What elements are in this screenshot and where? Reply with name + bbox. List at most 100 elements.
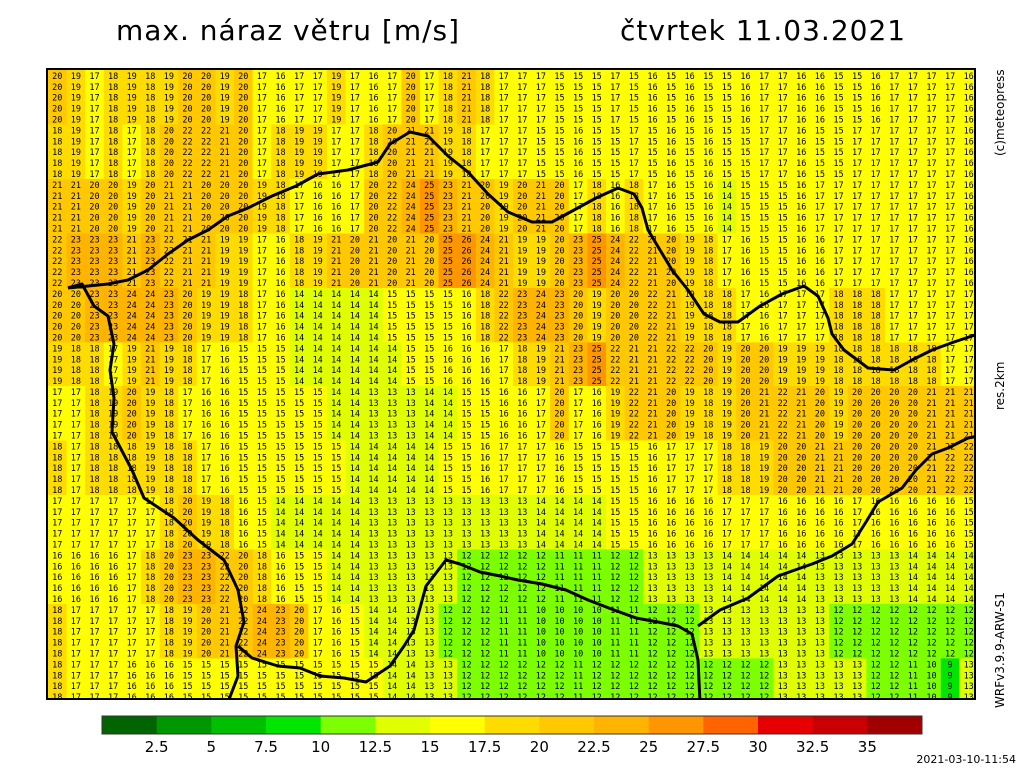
heatmap-cell — [568, 244, 588, 256]
heatmap-value-label: 14 — [331, 355, 341, 365]
heatmap-cell — [494, 70, 514, 82]
heatmap-value-label: 19 — [52, 377, 62, 387]
heatmap-cell — [754, 135, 774, 147]
heatmap-value-label: 17 — [852, 497, 862, 507]
heatmap-value-label: 25 — [592, 279, 602, 289]
heatmap-cell — [643, 135, 663, 147]
heatmap-value-label: 21 — [406, 257, 416, 267]
heatmap-cell — [252, 135, 272, 147]
heatmap-value-label: 17 — [778, 170, 788, 180]
heatmap-value-label: 19 — [517, 268, 527, 278]
heatmap-cell — [885, 91, 905, 104]
heatmap-value-label: 14 — [331, 377, 341, 387]
heatmap-value-label: 17 — [740, 508, 750, 518]
heatmap-value-label: 16 — [610, 192, 620, 202]
heatmap-value-label: 17 — [852, 170, 862, 180]
heatmap-cell — [959, 135, 974, 147]
heatmap-value-label: 19 — [313, 148, 323, 158]
heatmap-value-label: 13 — [387, 497, 397, 507]
heatmap-cell — [829, 168, 849, 180]
heatmap-value-label: 15 — [257, 453, 267, 463]
heatmap-value-label: 17 — [257, 323, 267, 333]
heatmap-value-label: 22 — [387, 203, 397, 213]
heatmap-value-label: 16 — [592, 421, 602, 431]
heatmap-value-label: 20 — [238, 105, 248, 115]
heatmap-value-label: 14 — [294, 508, 304, 518]
heatmap-value-label: 17 — [127, 508, 137, 518]
heatmap-value-label: 20 — [201, 181, 211, 191]
heatmap-value-label: 21 — [926, 432, 936, 442]
heatmap-cell — [401, 135, 421, 147]
heatmap-value-label: 23 — [573, 235, 583, 245]
heatmap-value-label: 19 — [685, 301, 695, 311]
heatmap-cell — [847, 178, 867, 191]
heatmap-value-label: 15 — [685, 126, 695, 136]
heatmap-value-label: 17 — [536, 432, 546, 442]
heatmap-value-label: 20 — [387, 159, 397, 169]
heatmap-cell — [773, 266, 793, 278]
heatmap-value-label: 20 — [182, 94, 192, 104]
heatmap-value-label: 17 — [759, 170, 769, 180]
heatmap-cell — [252, 102, 272, 115]
heatmap-cell — [345, 102, 365, 115]
heatmap-cell — [475, 146, 495, 158]
heatmap-cell — [122, 168, 142, 180]
heatmap-value-label: 19 — [313, 235, 323, 245]
heatmap-cell — [475, 244, 495, 256]
heatmap-value-label: 19 — [127, 377, 137, 387]
heatmap-value-label: 20 — [406, 94, 416, 104]
heatmap-value-label: 17 — [926, 333, 936, 343]
heatmap-value-label: 15 — [461, 388, 471, 398]
heatmap-cell — [438, 189, 458, 202]
heatmap-value-label: 15 — [703, 83, 713, 93]
heatmap-value-label: 18 — [182, 464, 192, 474]
heatmap-value-label: 15 — [592, 486, 602, 496]
heatmap-value-label: 15 — [759, 257, 769, 267]
heatmap-value-label: 20 — [164, 170, 174, 180]
heatmap-value-label: 17 — [71, 464, 81, 474]
heatmap-value-label: 23 — [573, 366, 583, 376]
heatmap-cell — [959, 70, 974, 82]
heatmap-value-label: 22 — [182, 137, 192, 147]
heatmap-value-label: 15 — [685, 214, 695, 224]
heatmap-value-label: 18 — [480, 312, 490, 322]
heatmap-value-label: 21 — [647, 366, 657, 376]
heatmap-value-label: 18 — [108, 148, 118, 158]
heatmap-cell — [754, 211, 774, 224]
heatmap-cell — [940, 178, 960, 191]
heatmap-value-label: 13 — [387, 421, 397, 431]
heatmap-cell — [829, 80, 849, 93]
heatmap-value-label: 17 — [499, 170, 509, 180]
heatmap-value-label: 15 — [443, 333, 453, 343]
heatmap-value-label: 15 — [759, 235, 769, 245]
heatmap-value-label: 17 — [350, 116, 360, 126]
heatmap-cell — [159, 157, 179, 169]
heatmap-cell — [178, 200, 198, 213]
heatmap-value-label: 18 — [908, 344, 918, 354]
heatmap-value-label: 14 — [294, 366, 304, 376]
heatmap-value-label: 24 — [127, 290, 137, 300]
heatmap-value-label: 19 — [127, 116, 137, 126]
heatmap-cell — [196, 266, 216, 278]
heatmap-value-label: 18 — [89, 464, 99, 474]
heatmap-value-label: 14 — [573, 519, 583, 529]
heatmap-value-label: 22 — [499, 323, 509, 333]
heatmap-cell — [661, 200, 681, 213]
heatmap-value-label: 16 — [499, 399, 509, 409]
heatmap-value-label: 15 — [722, 72, 732, 82]
heatmap-cell — [736, 124, 756, 136]
heatmap-value-label: 17 — [703, 453, 713, 463]
heatmap-value-label: 15 — [275, 366, 285, 376]
heatmap-cell — [494, 178, 514, 191]
heatmap-value-label: 20 — [796, 442, 806, 452]
heatmap-value-label: 22 — [647, 333, 657, 343]
heatmap-value-label: 16 — [610, 203, 620, 213]
heatmap-value-label: 16 — [778, 519, 788, 529]
heatmap-value-label: 16 — [275, 268, 285, 278]
heatmap-value-label: 21 — [461, 94, 471, 104]
heatmap-value-label: 15 — [610, 497, 620, 507]
heatmap-value-label: 17 — [908, 279, 918, 289]
heatmap-cell — [606, 80, 626, 93]
heatmap-cell — [847, 255, 867, 267]
heatmap-value-label: 16 — [796, 105, 806, 115]
